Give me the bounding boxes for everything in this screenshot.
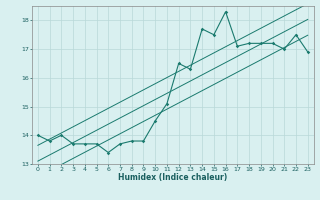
X-axis label: Humidex (Indice chaleur): Humidex (Indice chaleur) — [118, 173, 228, 182]
